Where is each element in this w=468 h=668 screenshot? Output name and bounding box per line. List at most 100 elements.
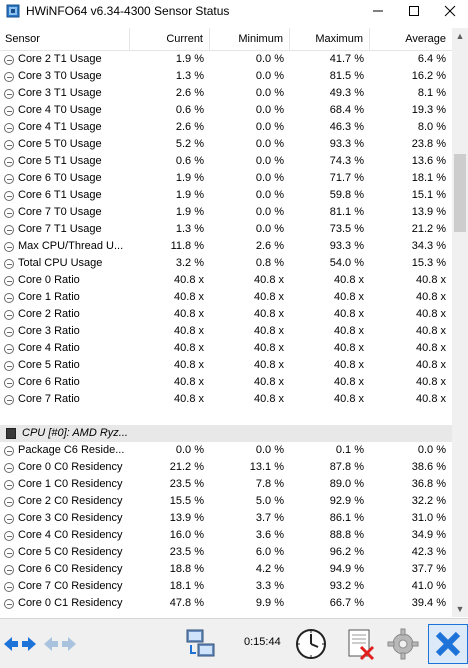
current-value: 21.2 % xyxy=(169,461,204,473)
current-value: 5.2 % xyxy=(175,138,204,150)
delete-log-icon xyxy=(348,629,375,661)
minimum-value: 0.0 % xyxy=(255,70,284,82)
minimum-value: 2.6 % xyxy=(255,240,284,252)
close-sensors-button[interactable] xyxy=(428,624,468,664)
average-value: 8.0 % xyxy=(417,121,446,133)
sensor-row[interactable]: Core 5 C0 Residency 23.5 % 6.0 % 96.2 % 42.3… xyxy=(0,544,452,561)
maximize-button[interactable] xyxy=(396,0,432,22)
minimum-value: 0.0 % xyxy=(255,138,284,150)
settings-button[interactable] xyxy=(384,625,422,663)
sensor-row[interactable]: Core 3 T1 Usage 2.6 % 0.0 % 49.3 % 8.1 % xyxy=(0,85,452,102)
sensor-value-icon xyxy=(4,54,14,65)
sensor-label: Core 6 C0 Residency xyxy=(18,563,123,575)
column-header-minimum[interactable]: Minimum xyxy=(210,28,290,50)
sensor-value-icon xyxy=(4,360,14,371)
minimize-button[interactable] xyxy=(360,0,396,22)
maximum-value: 86.1 % xyxy=(329,512,364,524)
sensor-row[interactable]: Core 5 T0 Usage 5.2 % 0.0 % 93.3 % 23.8 % xyxy=(0,136,452,153)
maximum-value: 93.3 % xyxy=(329,138,364,150)
minimum-value: 0.0 % xyxy=(255,121,284,133)
sensor-label: Core 0 C0 Residency xyxy=(18,461,123,473)
sensor-row[interactable]: Core 1 C0 Residency 23.5 % 7.8 % 89.0 % 36.8… xyxy=(0,476,452,493)
column-header-sensor[interactable]: Sensor xyxy=(0,28,130,50)
column-header-average[interactable]: Average xyxy=(405,33,446,45)
sensor-row[interactable]: Core 0 C1 Residency 47.8 % 9.9 % 66.7 % 39.4… xyxy=(0,595,452,612)
scroll-up-arrow-icon[interactable]: ▲ xyxy=(455,31,465,41)
clear-log-button[interactable] xyxy=(342,625,380,663)
sensor-row[interactable]: Total CPU Usage 3.2 % 0.8 % 54.0 % 15.3 % xyxy=(0,255,452,272)
sensor-label: Core 3 Ratio xyxy=(18,325,80,337)
sensor-group-row[interactable]: CPU [#0]: AMD Ryz... xyxy=(0,425,452,442)
sensor-row[interactable]: Core 4 Ratio 40.8 x 40.8 x 40.8 x 40.8 x xyxy=(0,340,452,357)
minimum-value: 0.8 % xyxy=(255,257,284,269)
sensor-row[interactable]: Core 2 Ratio 40.8 x 40.8 x 40.8 x 40.8 x xyxy=(0,306,452,323)
sensor-row[interactable]: Core 4 T1 Usage 2.6 % 0.0 % 46.3 % 8.0 % xyxy=(0,119,452,136)
vertical-scrollbar[interactable]: ▲ ▼ xyxy=(452,28,468,617)
network-button[interactable] xyxy=(182,625,220,663)
sensor-label: Core 3 T0 Usage xyxy=(18,70,102,82)
current-value: 2.6 % xyxy=(175,87,204,99)
maximum-value: 96.2 % xyxy=(329,546,364,558)
scrollbar-thumb[interactable] xyxy=(454,154,466,232)
gear-icon xyxy=(387,628,419,660)
average-value: 36.8 % xyxy=(411,478,446,490)
sensor-row[interactable]: Core 7 T1 Usage 1.3 % 0.0 % 73.5 % 21.2 % xyxy=(0,221,452,238)
bottom-toolbar: 0:15:44 xyxy=(0,618,468,668)
scroll-down-arrow-icon[interactable]: ▼ xyxy=(455,604,465,614)
sensor-row[interactable]: Core 1 Ratio 40.8 x 40.8 x 40.8 x 40.8 x xyxy=(0,289,452,306)
title-bar[interactable]: HWiNFO64 v6.34-4300 Sensor Status xyxy=(0,0,468,22)
cpu-chip-icon xyxy=(6,428,16,439)
sensor-row[interactable]: Max CPU/Thread U... 11.8 % 2.6 % 93.3 % 34.3… xyxy=(0,238,452,255)
sensor-label: Core 3 C0 Residency xyxy=(18,512,123,524)
average-value xyxy=(370,425,452,442)
current-value: 18.8 % xyxy=(169,563,204,575)
maximum-value: 92.9 % xyxy=(329,495,364,507)
sensor-name-cell: Core 7 Ratio xyxy=(0,391,130,408)
maximum-value: 71.7 % xyxy=(329,172,364,184)
sensor-label: Core 7 C0 Residency xyxy=(18,580,123,592)
minimum-value xyxy=(210,408,290,425)
maximum-value xyxy=(290,408,370,425)
sensor-value-icon xyxy=(4,309,14,320)
current-value: 18.1 % xyxy=(169,580,204,592)
sensor-name-cell: Core 4 C0 Residency xyxy=(0,527,130,544)
average-value: 16.2 % xyxy=(411,70,446,82)
sensor-row[interactable]: Core 3 Ratio 40.8 x 40.8 x 40.8 x 40.8 x xyxy=(0,323,452,340)
reset-timer-button[interactable] xyxy=(292,625,330,663)
sensor-row[interactable]: Core 5 Ratio 40.8 x 40.8 x 40.8 x 40.8 x xyxy=(0,357,452,374)
sensor-row[interactable]: Core 0 Ratio 40.8 x 40.8 x 40.8 x 40.8 x xyxy=(0,272,452,289)
current-value: 1.9 % xyxy=(175,172,204,184)
sensor-row[interactable]: Core 0 C0 Residency 21.2 % 13.1 % 87.8 % 38.… xyxy=(0,459,452,476)
sensor-row[interactable]: Core 4 C0 Residency 16.0 % 3.6 % 88.8 % 34.9… xyxy=(0,527,452,544)
sensor-row[interactable]: Core 6 T1 Usage 1.9 % 0.0 % 59.8 % 15.1 % xyxy=(0,187,452,204)
sensor-row[interactable]: Core 3 C0 Residency 13.9 % 3.7 % 86.1 % 31.0… xyxy=(0,510,452,527)
column-header-maximum[interactable]: Maximum xyxy=(290,28,370,50)
sensor-value-icon xyxy=(4,241,14,252)
spacer-row xyxy=(0,408,452,425)
sensor-name-cell: Core 5 Ratio xyxy=(0,357,130,374)
maximum-value: 40.8 x xyxy=(334,376,364,388)
minimum-value: 0.0 % xyxy=(255,53,284,65)
sensor-row[interactable]: Core 2 C0 Residency 15.5 % 5.0 % 92.9 % 32.2… xyxy=(0,493,452,510)
switch-layout-disabled-button[interactable] xyxy=(44,625,76,663)
sensor-row[interactable]: Core 7 Ratio 40.8 x 40.8 x 40.8 x 40.8 x xyxy=(0,391,452,408)
sensor-row[interactable]: Core 6 T0 Usage 1.9 % 0.0 % 71.7 % 18.1 % xyxy=(0,170,452,187)
current-value: 0.6 % xyxy=(175,104,204,116)
sensor-row[interactable]: Core 6 C0 Residency 18.8 % 4.2 % 94.9 % 37.7… xyxy=(0,561,452,578)
sensor-name-cell: CPU [#0]: AMD Ryz... xyxy=(0,425,130,442)
sensor-row[interactable]: Package C6 Reside... 0.0 % 0.0 % 0.1 % 0.0 % xyxy=(0,442,452,459)
sensor-name-cell: Core 1 C0 Residency xyxy=(0,476,130,493)
sensor-name-cell: Core 0 Ratio xyxy=(0,272,130,289)
close-window-button[interactable] xyxy=(432,0,468,22)
sensor-row[interactable]: Core 2 T1 Usage 1.9 % 0.0 % 41.7 % 6.4 % xyxy=(0,51,452,68)
sensor-row[interactable]: Core 3 T0 Usage 1.3 % 0.0 % 81.5 % 16.2 % xyxy=(0,68,452,85)
sensor-list[interactable]: Core 2 T1 Usage 1.9 % 0.0 % 41.7 % 6.4 % Core… xyxy=(0,51,452,617)
switch-layout-button[interactable] xyxy=(4,625,36,663)
column-header-current[interactable]: Current xyxy=(130,28,210,50)
sensor-row[interactable]: Core 7 C0 Residency 18.1 % 3.3 % 93.2 % 41.0… xyxy=(0,578,452,595)
sensor-row[interactable]: Core 7 T0 Usage 1.9 % 0.0 % 81.1 % 13.9 % xyxy=(0,204,452,221)
sensor-row[interactable]: Core 4 T0 Usage 0.6 % 0.0 % 68.4 % 19.3 % xyxy=(0,102,452,119)
sensor-row[interactable]: Core 6 Ratio 40.8 x 40.8 x 40.8 x 40.8 x xyxy=(0,374,452,391)
sensor-name-cell: Core 7 T0 Usage xyxy=(0,204,130,221)
sensor-row[interactable]: Core 5 T1 Usage 0.6 % 0.0 % 74.3 % 13.6 % xyxy=(0,153,452,170)
